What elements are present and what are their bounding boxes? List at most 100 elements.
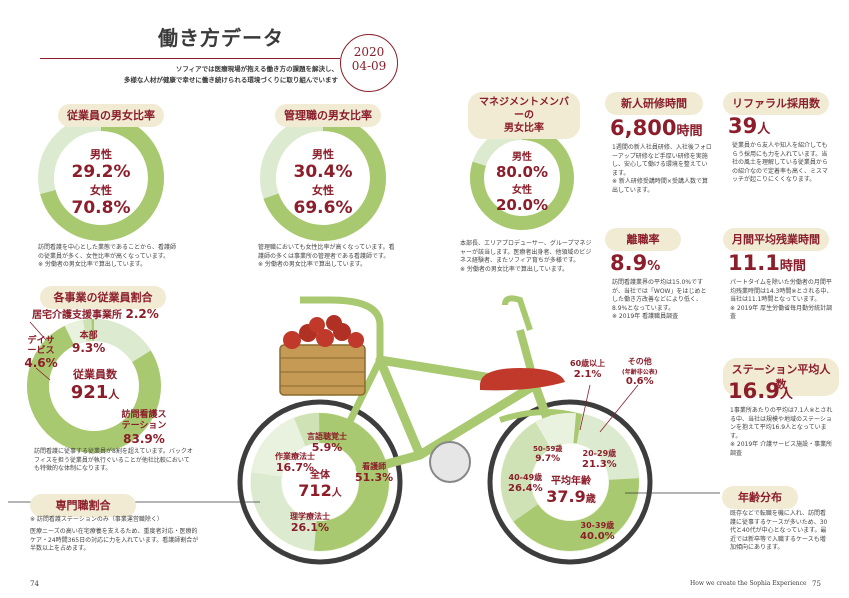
overtime-value: 11.1時間: [728, 251, 806, 275]
segment-value: 2.1%: [573, 369, 602, 380]
center-unit: 人: [108, 388, 120, 401]
subtitle-line1: ソフィアでは医療現場が抱える働き方の課題を解決し、: [175, 65, 338, 73]
note-text: 1事業所あたりの平均は7.1人※とされる中、当社は規模や地域のステーションを抱え…: [730, 407, 833, 440]
mgmt-gender-heading: マネジメントメンバーの 男女比率: [468, 92, 580, 139]
note-text: 訪問看護に従事する従業員が8割を超えています。バックオフィスを担う従業員が執行ぐ…: [34, 448, 193, 472]
center-unit: 歳: [585, 494, 596, 505]
male-label: 男性: [512, 152, 532, 163]
manager-gender-note: 管理職においても女性比率が高くなっています。看護師の多くは事業所の管理者である看…: [258, 244, 398, 270]
female-label: 女性: [312, 184, 334, 197]
segment-label-other: その他 (年齢非公表) 0.6%: [622, 356, 658, 387]
center-unit: 人: [331, 488, 342, 499]
employees-heading: 各事業の従業員割合: [40, 286, 166, 309]
segment-name: 60歳以上: [570, 359, 606, 368]
segment-value: 26.4%: [508, 483, 543, 494]
referral-value: 39人: [728, 114, 770, 138]
specialty-note: 医療ニーズの高い在宅療養を支えるため、重度者対応・医療的ケア・24時間365日の…: [30, 528, 199, 552]
value-number: 6,800: [610, 116, 677, 140]
male-label: 男性: [90, 148, 112, 161]
male-value: 30.4%: [293, 162, 353, 182]
note-source: ※ 2019年 厚生労働省毎月勤労統計調査: [730, 304, 833, 321]
male-value: 29.2%: [71, 162, 131, 182]
staff-gender-center: 男性 29.2% 女性 70.8%: [56, 146, 146, 218]
station-heading: ステーション平均人数: [723, 358, 839, 396]
referral-heading: リファラル採用数: [723, 92, 829, 115]
employees-center: 従業員数 921人: [62, 366, 128, 403]
subtitle: ソフィアでは医療現場が抱える働き方の課題を解決し、 多様な人材が健康で幸せに働き…: [108, 64, 338, 86]
segment-name: 30-39歳: [580, 521, 615, 530]
segment-label-20s: 20-29歳 21.3%: [582, 448, 617, 470]
specialty-donut: [251, 413, 389, 551]
turnover-value: 8.9%: [610, 251, 660, 275]
segment-name: その他: [627, 357, 652, 366]
segment-name: 40-49歳: [508, 473, 543, 482]
note-source: ※ 労働者の男女比率で算出しています。: [258, 261, 367, 268]
year-badge: 2020 04-09: [340, 34, 398, 92]
segment-label-ot: 作業療法士 16.7%: [275, 452, 315, 474]
segment-label-60plus: 60歳以上 2.1%: [570, 358, 605, 380]
segment-value: 16.7%: [275, 461, 315, 474]
segment-name: 看護師: [362, 462, 387, 471]
value-number: 39: [728, 114, 758, 138]
age-center: 平均年齢 37.9歳: [540, 472, 602, 506]
segment-50s: [501, 412, 639, 551]
page-title: 働き方データ: [158, 26, 284, 50]
center-number: 37.9: [546, 487, 586, 506]
segment-label-care-support: 居宅介護支援事業所 2.2%: [32, 306, 159, 321]
staff-gender-note: 訪問看護を中心とした業態であることから、看護師の従業員が多く、女性比率が高くなっ…: [38, 244, 178, 270]
note-text: パートタイムを除いた労働者の月間平均残業時間は14.3時間※とされる中、当社は1…: [730, 279, 833, 303]
employees-note: 訪問看護に従事する従業員が8割を超えています。バックオフィスを担う従業員が執行ぐ…: [34, 448, 194, 474]
center-label: 平均年齢: [551, 476, 591, 487]
center-value: 37.9歳: [540, 487, 602, 506]
segment-label-40s: 40-49歳 26.4%: [508, 472, 543, 494]
footer-caption: How we create the Sophia Experience: [690, 580, 807, 587]
segment-ot: [251, 413, 389, 551]
age-heading: 年齢分布: [722, 486, 798, 509]
segment-label-nurse: 看護師 51.3%: [355, 462, 393, 484]
male-value: 80.0%: [495, 163, 549, 181]
age-note: 既存などで転職を機に入れ、訪問看護に従事するケースが多いため、30代と40代が中…: [730, 510, 828, 551]
period-text: 04-09: [351, 59, 387, 73]
female-value: 20.0%: [495, 196, 549, 214]
note-text: 訪問看護を中心とした業態であることから、看護師の従業員が多く、女性比率が高くなっ…: [38, 244, 176, 260]
center-value: 712人: [296, 481, 344, 500]
segment-day-service: [26, 319, 161, 454]
segment-value: 9.3%: [72, 341, 106, 355]
center-value: 921人: [62, 382, 128, 403]
turnover-note: 訪問看護業界の平均は15.0%ですが、当社では「WOW」をはじめとした働き方改善…: [612, 279, 712, 322]
specialty-heading: 専門職割合: [30, 494, 136, 517]
female-label: 女性: [90, 184, 112, 197]
value-unit: %: [647, 259, 661, 274]
page-number-left: 74: [30, 580, 39, 588]
segment-label-pt: 理学療法士 26.1%: [290, 512, 330, 534]
title-underline: [40, 58, 340, 59]
value-unit: 時間: [779, 259, 806, 274]
station-value: 16.9人: [728, 379, 793, 403]
female-label: 女性: [512, 185, 532, 196]
note-source: ※ 2019年 介護サービス施設・事業所調査: [730, 441, 833, 457]
segment-value: 9.7%: [535, 454, 561, 464]
value-number: 8.9: [610, 251, 648, 275]
note-source: ※ 新人研修受講時間×受講人数で算出しています。: [612, 178, 708, 194]
segment-name: 理学療法士: [290, 512, 330, 521]
heading-line1: マネジメントメンバーの: [479, 97, 569, 121]
segment-value: 40.0%: [580, 531, 615, 542]
value-unit: 時間: [676, 124, 703, 139]
segment-20s: [501, 412, 639, 551]
segment-sublabel: (年齢非公表): [622, 369, 658, 376]
segment-name: 作業療法士: [275, 452, 315, 461]
segment-label-st: 言語聴覚士 5.9%: [307, 432, 347, 454]
segment-label-day-service: デイサービス 4.6%: [24, 336, 58, 370]
training-value: 6,800時間: [610, 116, 702, 140]
page-number-right: 75: [812, 580, 821, 588]
segment-label-30s: 30-39歳 40.0%: [580, 520, 615, 542]
note-source: ※ 労働者の男女比率で算出しています。: [460, 265, 569, 273]
male-label: 男性: [312, 148, 334, 161]
referral-note: 従業員から友人や知人を紹介してもらう採用にも力を入れています。当社の風土を理解し…: [732, 142, 832, 185]
segment-label-nursing-station: 訪問看護ステーション 83.9%: [118, 410, 170, 446]
segment-name: 50-59歳: [533, 445, 563, 453]
segment-name: 居宅介護支援事業所: [32, 310, 122, 321]
segment-value: 21.3%: [582, 459, 617, 470]
overtime-heading: 月間平均残業時間: [723, 228, 829, 251]
center-label: 従業員数: [73, 368, 117, 381]
